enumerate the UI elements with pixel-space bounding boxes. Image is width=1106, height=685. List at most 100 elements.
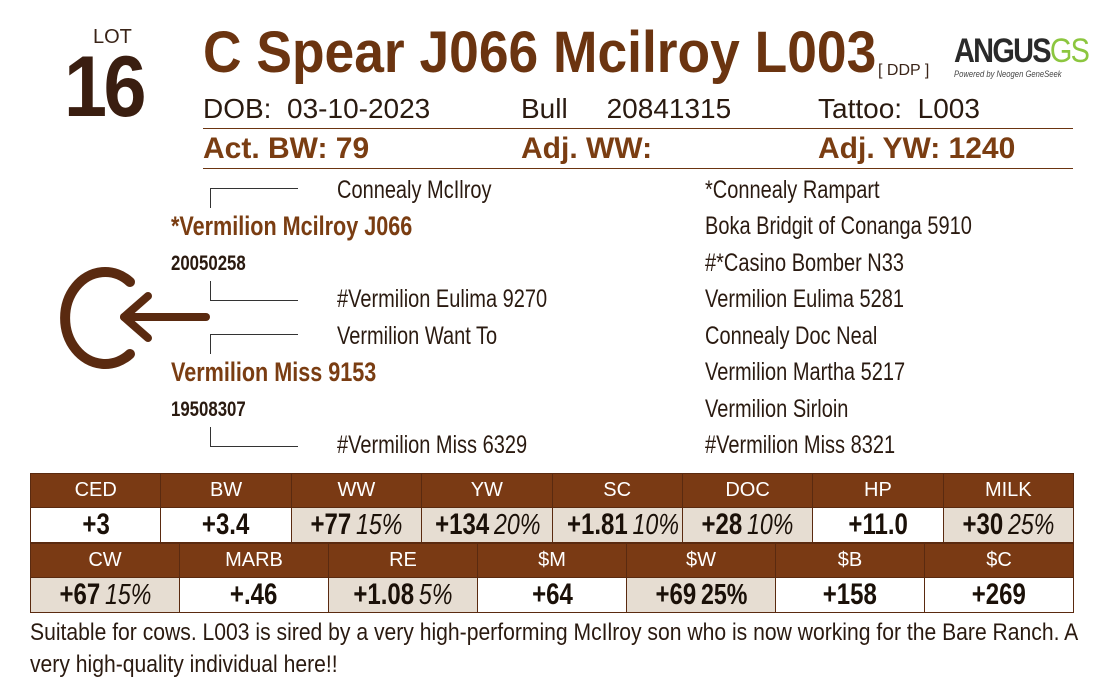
epd-value: +1.08 — [353, 578, 415, 611]
epd-value: +3.4 — [202, 508, 250, 541]
epd-cell: +.46 — [179, 577, 329, 613]
lot-comment: Suitable for cows. L003 is sired by a ve… — [30, 619, 1078, 678]
epd-label: WW — [290, 473, 423, 508]
epd-label: YW — [421, 473, 553, 508]
epd-cell: +30 25% — [942, 507, 1075, 543]
sire-sire: Connealy McIlroy — [337, 176, 492, 204]
epd-label: MILK — [942, 473, 1075, 508]
dam-registration: 19508307 — [171, 398, 246, 421]
epd-percentile: 15% — [355, 509, 403, 541]
pedigree-line — [210, 188, 298, 208]
dam-name: Vermilion Miss 9153 — [171, 357, 377, 387]
epd-value: +269 — [971, 578, 1027, 611]
epd-label: CW — [30, 543, 180, 578]
epd-cell: +158 — [775, 577, 925, 613]
epd-value: +67 — [59, 578, 100, 611]
third-gen-ancestor: #*Casino Bomber N33 — [705, 249, 904, 277]
dob-label: DOB: — [203, 93, 272, 124]
epd-label: RE — [328, 543, 478, 578]
dam-sire: Vermilion Want To — [337, 322, 498, 350]
epd-label: $M — [477, 543, 627, 578]
third-gen-ancestor: Connealy Doc Neal — [705, 322, 878, 350]
epd-cell: +77 15% — [290, 507, 423, 543]
epd-cell: +1.81 10% — [551, 507, 683, 543]
registration: Bull 20841315 — [521, 93, 731, 125]
epd-value: +64 — [531, 578, 573, 611]
epd-percentile: 5% — [419, 579, 453, 611]
epd-value: +.46 — [230, 578, 278, 611]
third-gen-ancestor: Vermilion Sirloin — [705, 395, 849, 423]
adjusted-yearling-weight: Adj. YW: 1240 — [818, 132, 1016, 165]
tattoo-label: Tattoo: — [818, 93, 903, 124]
epd-percentile: 15% — [104, 579, 151, 611]
divider-top — [203, 128, 1073, 129]
logo-brand: ANGUS — [954, 32, 1052, 70]
brand-letter-c — [60, 267, 135, 369]
epd-label: DOC — [681, 473, 814, 508]
tattoo: Tattoo: L003 — [818, 93, 980, 125]
sire-name: *Vermilion Mcilroy J066 — [171, 211, 413, 241]
epd-label: BW — [160, 473, 292, 508]
epd-value: +3 — [82, 508, 110, 541]
epd-cell: +134 20% — [421, 507, 553, 543]
epd-table-2: CW MARB RE $M $W $B $C +67 15% +.46 +1.08… — [30, 543, 1074, 613]
logo-brand-suffix: GS — [1049, 32, 1090, 70]
tattoo-value: L003 — [917, 93, 980, 124]
brand-mark — [60, 267, 210, 369]
epd-label: $B — [775, 543, 925, 578]
divider-bottom — [203, 168, 1073, 169]
dob-value: 03-10-2023 — [287, 93, 431, 124]
dam-dam: #Vermilion Miss 6329 — [337, 431, 528, 459]
epd-cell: +64 — [477, 577, 627, 613]
epd-label: $W — [626, 543, 776, 578]
registration-number: 20841315 — [606, 93, 732, 124]
epd-table-1: CED BW WW YW SC DOC HP MILK +3 +3.4 +77 1… — [29, 473, 1075, 543]
sire-registration: 20050258 — [171, 252, 246, 275]
epd-cell: +1.08 5% — [328, 577, 478, 613]
epd-value: +11.0 — [848, 508, 908, 541]
pedigree-line — [210, 334, 298, 354]
lot-number: 16 — [64, 39, 146, 135]
epd-value: +158 — [822, 578, 878, 611]
sire-dam: #Vermilion Eulima 9270 — [337, 285, 548, 313]
epd-percentile: 25% — [700, 579, 747, 611]
epd-value: +77 — [310, 508, 352, 541]
animal-name: C Spear J066 Mcilroy L003 — [203, 20, 877, 85]
pedigree-line — [210, 281, 298, 301]
epd-label: MARB — [179, 543, 329, 578]
epd-value: +134 — [435, 508, 490, 541]
epd-cell: +269 — [924, 577, 1074, 613]
epd-value: +1.81 — [566, 508, 628, 541]
dob: DOB: 03-10-2023 — [203, 93, 430, 125]
epd-label: SC — [551, 473, 683, 508]
epd-percentile: 20% — [494, 509, 541, 541]
pedigree-line — [210, 427, 298, 447]
epd-percentile: 10% — [747, 509, 794, 541]
logo-tagline: Powered by Neogen GeneSeek — [954, 69, 1062, 79]
epd-cell: +28 10% — [681, 507, 814, 543]
epd-value: +30 — [962, 508, 1004, 541]
epd-label: CED — [29, 473, 162, 508]
epd-percentile: 10% — [632, 509, 679, 541]
angus-gs-logo: ANGUSGS Powered by Neogen GeneSeek — [954, 34, 1106, 79]
actual-birth-weight: Act. BW: 79 — [203, 132, 370, 165]
third-gen-ancestor: Vermilion Martha 5217 — [705, 358, 906, 386]
epd-cell: +69 25% — [626, 577, 776, 613]
ddp-tag: [ DDP ] — [878, 62, 930, 79]
epd-percentile: 25% — [1007, 509, 1055, 541]
third-gen-ancestor: Vermilion Eulima 5281 — [705, 285, 904, 313]
epd-value: +28 — [701, 508, 743, 541]
adjusted-weaning-weight: Adj. WW: — [521, 132, 653, 165]
epd-cell: +3 — [29, 507, 162, 543]
epd-cell: +67 15% — [30, 577, 180, 613]
epd-value: +69 — [655, 578, 696, 611]
third-gen-ancestor: #Vermilion Miss 8321 — [705, 431, 896, 459]
lot-label: LOT — [93, 26, 132, 48]
arrow-left-icon — [120, 292, 210, 342]
epd-cell: +3.4 — [160, 507, 292, 543]
epd-label: HP — [812, 473, 944, 508]
sex-value: Bull — [521, 93, 568, 124]
epd-cell: +11.0 — [812, 507, 944, 543]
epd-label: $C — [924, 543, 1074, 578]
third-gen-ancestor: *Connealy Rampart — [705, 176, 880, 204]
